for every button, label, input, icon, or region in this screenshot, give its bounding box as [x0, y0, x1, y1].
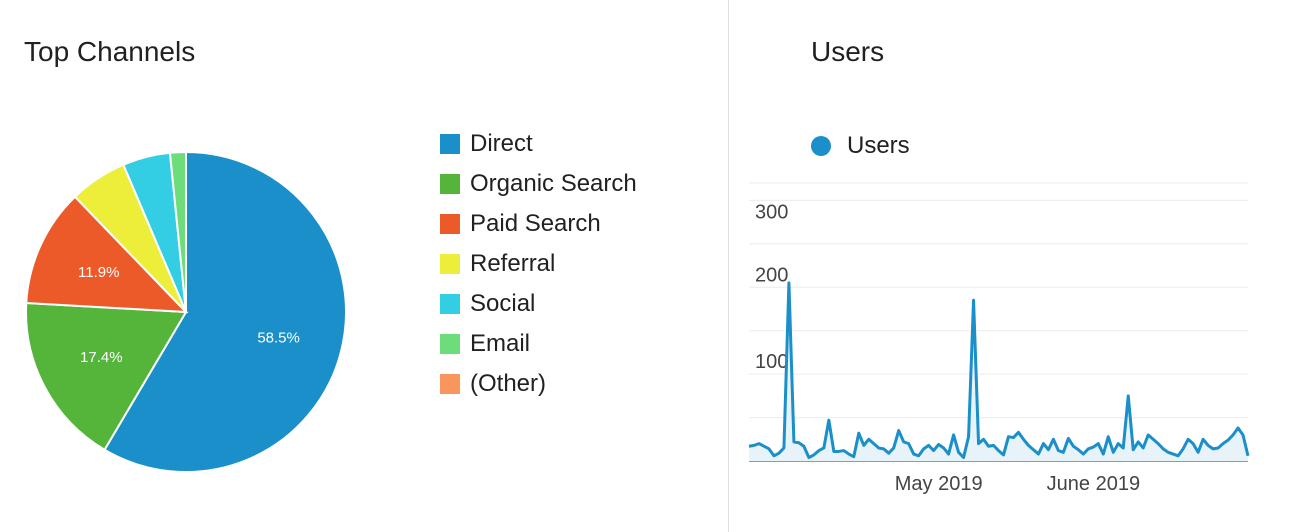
legend-label: Paid Search: [470, 210, 601, 237]
panel-title-top-channels: Top Channels: [24, 36, 196, 67]
series-legend-dot: [811, 136, 831, 156]
legend-item-email[interactable]: Email: [440, 324, 637, 364]
legend-label: (Other): [470, 370, 547, 397]
legend-swatch: [440, 334, 460, 354]
legend-swatch: [440, 294, 460, 314]
legend-item-paid-search[interactable]: Paid Search: [440, 204, 637, 244]
legend-label: Social: [470, 290, 536, 317]
y-tick-label: 200: [755, 264, 788, 286]
x-tick-label: May 2019: [895, 473, 983, 495]
legend-label: Organic Search: [470, 170, 637, 197]
top-channels-panel: Top Channels 58.5% 17.4% 11.9% Direct Orga…: [24, 36, 637, 473]
pie-slice-direct[interactable]: [103, 150, 347, 473]
legend-swatch: [440, 374, 460, 394]
legend-label: Direct: [470, 130, 533, 157]
legend-item-organic-search[interactable]: Organic Search: [440, 164, 637, 204]
panel-title-users: Users: [811, 36, 885, 67]
pie-chart: 58.5% 17.4% 11.9%: [25, 150, 347, 473]
legend-swatch: [440, 134, 460, 154]
pie-slice-paid-search[interactable]: [25, 195, 189, 314]
users-line-chart: 100 200 300 May 2019 June 2019: [748, 182, 1250, 495]
series-legend-users[interactable]: Users: [811, 132, 910, 160]
legend-label: Referral: [470, 250, 556, 277]
users-series-line[interactable]: [748, 281, 1250, 460]
legend-item-other[interactable]: (Other): [440, 364, 637, 404]
x-tick-label: June 2019: [1047, 473, 1140, 495]
pie-slice-email[interactable]: [168, 150, 187, 313]
legend-swatch: [440, 174, 460, 194]
slice-label-organic-search: 17.4%: [80, 349, 123, 366]
legend-swatch: [440, 254, 460, 274]
pie-slice-organic-search[interactable]: [25, 301, 188, 452]
users-area-fill: [749, 282, 1248, 461]
legend-item-referral[interactable]: Referral: [440, 244, 637, 284]
y-tick-label: 300: [755, 201, 788, 223]
legend-swatch: [440, 214, 460, 234]
legend-item-social[interactable]: Social: [440, 284, 637, 324]
panel-divider: [728, 0, 729, 532]
slice-label-direct: 58.5%: [257, 329, 300, 346]
legend-item-direct[interactable]: Direct: [440, 124, 637, 164]
pie-legend: Direct Organic Search Paid Search Referr…: [440, 124, 637, 404]
y-tick-label: 100: [755, 351, 788, 373]
users-panel: Users Users 100 200 300 May 2019 June 2019: [729, 0, 1292, 532]
legend-label: Email: [470, 330, 531, 357]
slice-label-paid-search: 11.9%: [78, 264, 119, 281]
series-legend-label: Users: [847, 132, 910, 159]
